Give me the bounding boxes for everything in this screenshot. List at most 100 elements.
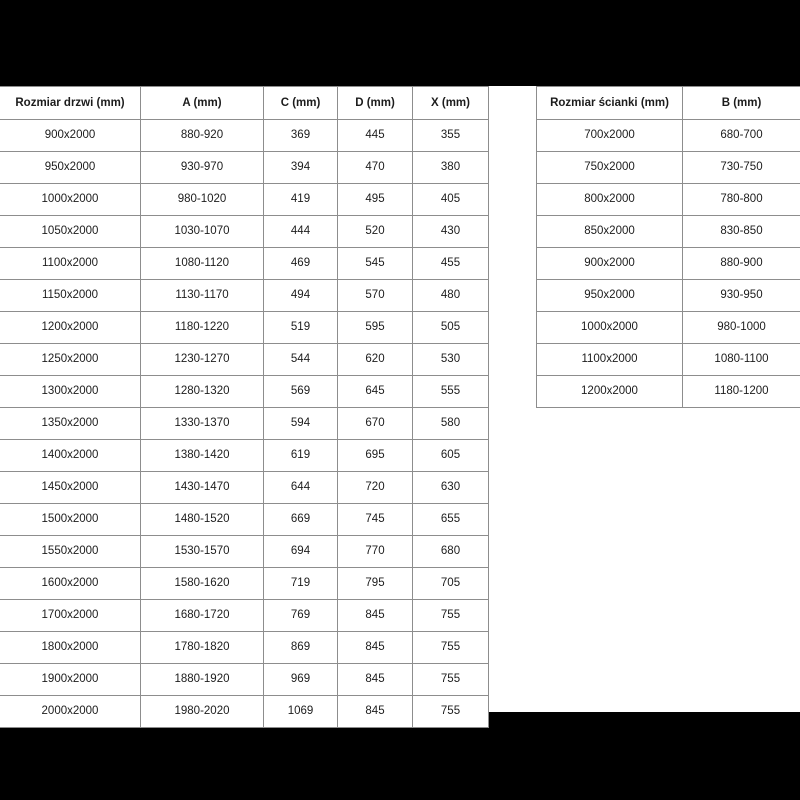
wall-cell: 900x2000 <box>536 247 683 280</box>
table-row: 700x2000 680-700 <box>536 119 800 152</box>
doors-cell: 745 <box>337 503 413 536</box>
wall-table-head: Rozmiar ścianki (mm) B (mm) <box>536 86 800 120</box>
wall-cell: 1100x2000 <box>536 343 683 376</box>
doors-cell: 470 <box>337 151 413 184</box>
doors-cell: 1500x2000 <box>0 503 141 536</box>
table-row: 1200x2000 1180-1220 519 595 505 <box>0 311 489 344</box>
doors-table-body: 900x2000 880-920 369 445 355 950x2000 930-970 3… <box>0 119 489 728</box>
doors-cell: 1130-1170 <box>140 279 264 312</box>
doors-cell: 595 <box>337 311 413 344</box>
doors-cell: 1430-1470 <box>140 471 264 504</box>
doors-cell: 430 <box>412 215 489 248</box>
doors-cell: 2000x2000 <box>0 695 141 728</box>
doors-size-table: Rozmiar drzwi (mm) A (mm) C (mm) D (mm) X (m… <box>0 86 489 728</box>
table-row: 1100x2000 1080-1100 <box>536 343 800 376</box>
doors-cell: 670 <box>337 407 413 440</box>
table-row: 1450x2000 1430-1470 644 720 630 <box>0 471 489 504</box>
table-row: 950x2000 930-970 394 470 380 <box>0 151 489 184</box>
doors-cell: 1150x2000 <box>0 279 141 312</box>
wall-column-header-1: B (mm) <box>682 86 800 120</box>
doors-cell: 1200x2000 <box>0 311 141 344</box>
doors-cell: 645 <box>337 375 413 408</box>
doors-cell: 719 <box>263 567 338 600</box>
doors-cell: 520 <box>337 215 413 248</box>
table-row: 1050x2000 1030-1070 444 520 430 <box>0 215 489 248</box>
doors-cell: 494 <box>263 279 338 312</box>
doors-cell: 580 <box>412 407 489 440</box>
wall-cell: 980-1000 <box>682 311 800 344</box>
wall-size-table: Rozmiar ścianki (mm) B (mm) 700x2000 680-7… <box>536 86 800 408</box>
doors-cell: 1000x2000 <box>0 183 141 216</box>
doors-cell: 705 <box>412 567 489 600</box>
doors-cell: 1900x2000 <box>0 663 141 696</box>
doors-cell: 1580-1620 <box>140 567 264 600</box>
doors-cell: 419 <box>263 183 338 216</box>
doors-cell: 1680-1720 <box>140 599 264 632</box>
wall-cell: 680-700 <box>682 119 800 152</box>
wall-cell: 730-750 <box>682 151 800 184</box>
doors-cell: 480 <box>412 279 489 312</box>
table-row: 1600x2000 1580-1620 719 795 705 <box>0 567 489 600</box>
doors-cell: 455 <box>412 247 489 280</box>
table-header-row: Rozmiar ścianki (mm) B (mm) <box>536 86 800 120</box>
doors-cell: 1350x2000 <box>0 407 141 440</box>
doors-cell: 770 <box>337 535 413 568</box>
doors-cell: 1080-1120 <box>140 247 264 280</box>
doors-cell: 755 <box>412 599 489 632</box>
table-row: 2000x2000 1980-2020 1069 845 755 <box>0 695 489 728</box>
doors-cell: 1600x2000 <box>0 567 141 600</box>
doors-cell: 495 <box>337 183 413 216</box>
doors-cell: 544 <box>263 343 338 376</box>
doors-cell: 655 <box>412 503 489 536</box>
doors-cell: 845 <box>337 631 413 664</box>
table-row: 1250x2000 1230-1270 544 620 530 <box>0 343 489 376</box>
doors-cell: 555 <box>412 375 489 408</box>
wall-cell: 1200x2000 <box>536 375 683 408</box>
wall-cell: 930-950 <box>682 279 800 312</box>
doors-cell: 900x2000 <box>0 119 141 152</box>
wall-table-body: 700x2000 680-700 750x2000 730-750 800x2000 78… <box>536 119 800 408</box>
doors-cell: 1069 <box>263 695 338 728</box>
wall-cell: 1080-1100 <box>682 343 800 376</box>
doors-cell: 1100x2000 <box>0 247 141 280</box>
wall-cell: 700x2000 <box>536 119 683 152</box>
wall-cell: 780-800 <box>682 183 800 216</box>
doors-cell: 1450x2000 <box>0 471 141 504</box>
doors-cell: 1280-1320 <box>140 375 264 408</box>
table-row: 1300x2000 1280-1320 569 645 555 <box>0 375 489 408</box>
doors-cell: 444 <box>263 215 338 248</box>
doors-cell: 545 <box>337 247 413 280</box>
doors-cell: 619 <box>263 439 338 472</box>
doors-cell: 1230-1270 <box>140 343 264 376</box>
table-row: 1500x2000 1480-1520 669 745 655 <box>0 503 489 536</box>
doors-cell: 1980-2020 <box>140 695 264 728</box>
doors-cell: 620 <box>337 343 413 376</box>
doors-cell: 469 <box>263 247 338 280</box>
table-row: 750x2000 730-750 <box>536 151 800 184</box>
doors-cell: 570 <box>337 279 413 312</box>
doors-cell: 755 <box>412 631 489 664</box>
doors-cell: 1050x2000 <box>0 215 141 248</box>
doors-cell: 530 <box>412 343 489 376</box>
doors-cell: 845 <box>337 663 413 696</box>
doors-cell: 1380-1420 <box>140 439 264 472</box>
doors-cell: 755 <box>412 663 489 696</box>
doors-column-header-0: Rozmiar drzwi (mm) <box>0 86 141 120</box>
table-row: 950x2000 930-950 <box>536 279 800 312</box>
doors-cell: 980-1020 <box>140 183 264 216</box>
doors-cell: 1180-1220 <box>140 311 264 344</box>
table-row: 1550x2000 1530-1570 694 770 680 <box>0 535 489 568</box>
doors-cell: 795 <box>337 567 413 600</box>
doors-cell: 405 <box>412 183 489 216</box>
table-row: 1800x2000 1780-1820 869 845 755 <box>0 631 489 664</box>
doors-cell: 1880-1920 <box>140 663 264 696</box>
table-row: 1700x2000 1680-1720 769 845 755 <box>0 599 489 632</box>
doors-cell: 695 <box>337 439 413 472</box>
doors-cell: 669 <box>263 503 338 536</box>
doors-cell: 869 <box>263 631 338 664</box>
wall-cell: 880-900 <box>682 247 800 280</box>
doors-cell: 720 <box>337 471 413 504</box>
doors-cell: 1480-1520 <box>140 503 264 536</box>
table-row: 1200x2000 1180-1200 <box>536 375 800 408</box>
